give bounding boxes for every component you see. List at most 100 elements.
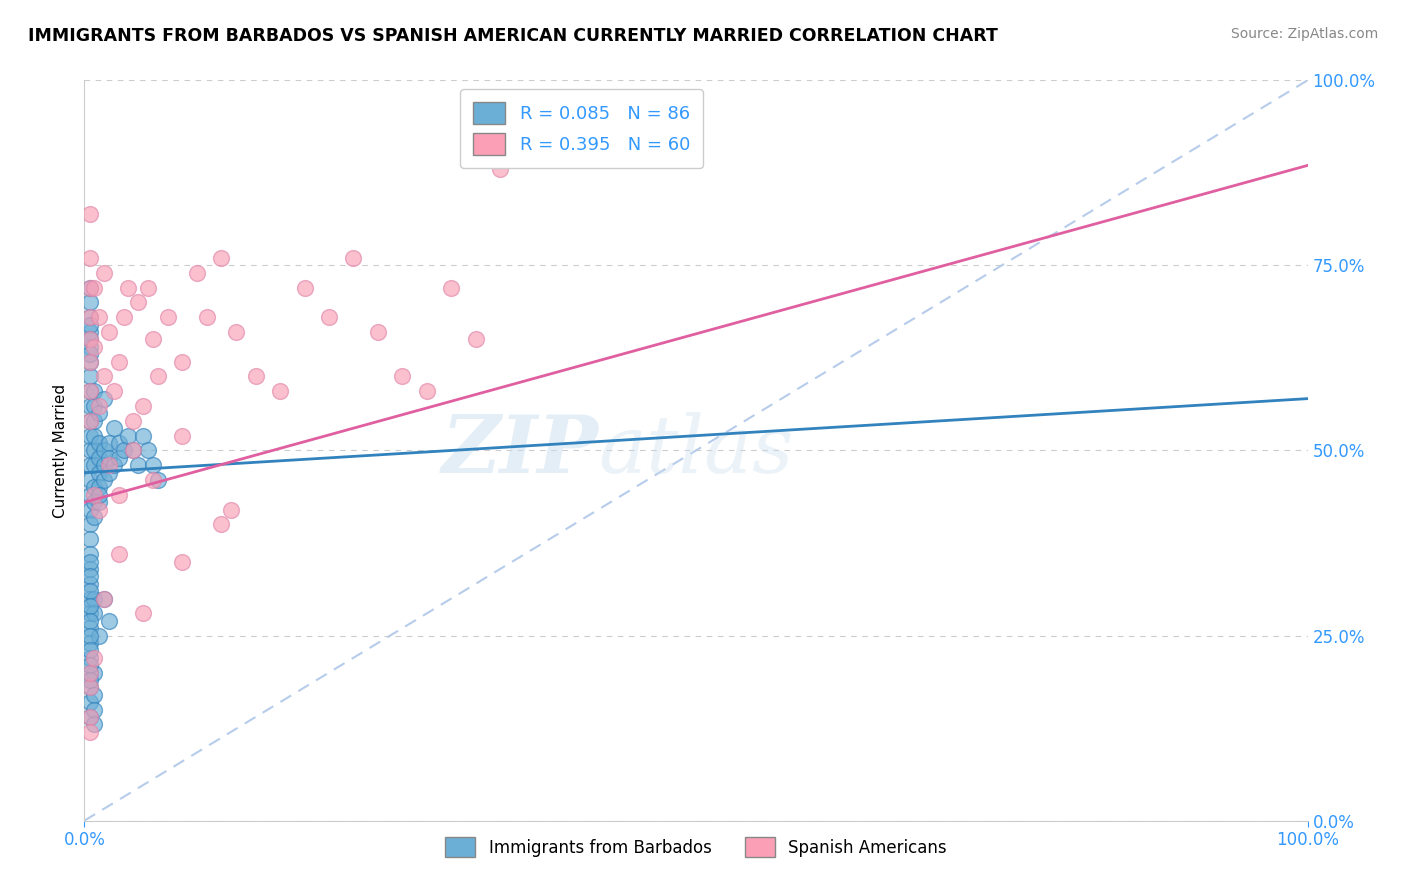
Point xyxy=(83,428,105,442)
Point xyxy=(342,251,364,265)
Point xyxy=(79,599,101,613)
Point xyxy=(186,266,208,280)
Point xyxy=(87,502,110,516)
Point xyxy=(93,458,115,473)
Point xyxy=(87,628,110,642)
Point xyxy=(79,628,101,642)
Point xyxy=(79,332,101,346)
Point xyxy=(117,428,139,442)
Point xyxy=(79,280,101,294)
Point xyxy=(156,310,179,325)
Text: atlas: atlas xyxy=(598,412,793,489)
Point xyxy=(294,280,316,294)
Point xyxy=(79,562,101,576)
Point xyxy=(79,443,101,458)
Point xyxy=(79,555,101,569)
Point xyxy=(87,310,110,325)
Point xyxy=(79,473,101,487)
Point xyxy=(107,450,129,465)
Point xyxy=(83,591,105,606)
Point xyxy=(83,399,105,413)
Point xyxy=(79,710,101,724)
Point xyxy=(103,421,125,435)
Point xyxy=(79,695,101,709)
Point xyxy=(122,443,145,458)
Point xyxy=(97,325,120,339)
Point xyxy=(93,392,115,406)
Point xyxy=(79,681,101,695)
Point xyxy=(97,614,120,628)
Point xyxy=(79,340,101,354)
Point xyxy=(122,414,145,428)
Point xyxy=(107,354,129,368)
Point xyxy=(103,384,125,399)
Point xyxy=(93,266,115,280)
Point xyxy=(132,428,155,442)
Point xyxy=(79,295,101,310)
Legend: Immigrants from Barbados, Spanish Americans: Immigrants from Barbados, Spanish Americ… xyxy=(439,830,953,864)
Point xyxy=(87,495,110,509)
Point xyxy=(97,436,120,450)
Point xyxy=(93,369,115,384)
Point xyxy=(79,458,101,473)
Point xyxy=(79,584,101,599)
Point xyxy=(87,450,110,465)
Point xyxy=(79,488,101,502)
Point xyxy=(209,517,232,532)
Point xyxy=(132,607,155,621)
Point xyxy=(79,681,101,695)
Point xyxy=(142,458,165,473)
Point xyxy=(209,251,232,265)
Point xyxy=(79,354,101,368)
Point xyxy=(172,354,194,368)
Point xyxy=(172,555,194,569)
Point xyxy=(122,443,145,458)
Point xyxy=(87,436,110,450)
Point xyxy=(83,443,105,458)
Point xyxy=(83,340,105,354)
Point xyxy=(87,488,110,502)
Y-axis label: Currently Married: Currently Married xyxy=(53,384,69,517)
Point xyxy=(79,650,101,665)
Point xyxy=(83,458,105,473)
Point xyxy=(87,466,110,480)
Point xyxy=(195,310,218,325)
Point xyxy=(127,458,149,473)
Point xyxy=(79,591,101,606)
Point xyxy=(142,332,165,346)
Point xyxy=(107,547,129,561)
Point xyxy=(318,310,340,325)
Point xyxy=(103,458,125,473)
Point xyxy=(464,332,486,346)
Text: Source: ZipAtlas.com: Source: ZipAtlas.com xyxy=(1230,27,1378,41)
Point xyxy=(97,450,120,465)
Point xyxy=(79,206,101,220)
Point xyxy=(79,414,101,428)
Point xyxy=(79,710,101,724)
Point xyxy=(83,488,105,502)
Point xyxy=(440,280,463,294)
Point xyxy=(83,510,105,524)
Point xyxy=(93,591,115,606)
Point xyxy=(219,502,242,516)
Point xyxy=(79,607,101,621)
Point xyxy=(79,428,101,442)
Point xyxy=(97,466,120,480)
Point xyxy=(112,443,135,458)
Point xyxy=(142,473,165,487)
Point xyxy=(112,310,135,325)
Point xyxy=(79,251,101,265)
Point xyxy=(79,332,101,346)
Point xyxy=(83,607,105,621)
Point xyxy=(225,325,247,339)
Text: ZIP: ZIP xyxy=(441,412,598,489)
Point xyxy=(79,310,101,325)
Point xyxy=(83,650,105,665)
Point xyxy=(93,443,115,458)
Point xyxy=(107,488,129,502)
Point xyxy=(79,502,101,516)
Point xyxy=(79,621,101,635)
Point xyxy=(489,162,512,177)
Point xyxy=(79,354,101,368)
Point xyxy=(83,495,105,509)
